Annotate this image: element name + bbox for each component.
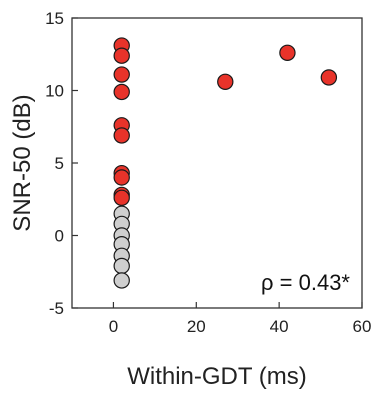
- red-data-point: [113, 169, 130, 186]
- red-data-point: [113, 47, 130, 64]
- red-data-point: [113, 189, 130, 206]
- y-tick-label: -5: [49, 299, 64, 318]
- y-tick-label: 10: [45, 82, 64, 101]
- y-axis-label: SNR-50 (dB): [9, 94, 36, 231]
- red-data-point: [113, 83, 130, 101]
- y-tick-label: 0: [55, 227, 64, 246]
- x-tick-label: 40: [270, 317, 289, 336]
- x-axis-label: Within-GDT (ms): [127, 363, 307, 390]
- x-tick-label: 0: [109, 317, 118, 336]
- x-tick-label: 60: [353, 317, 372, 336]
- points-group: [113, 37, 338, 289]
- y-tick-label: 15: [45, 9, 64, 28]
- x-tick-label: 20: [187, 317, 206, 336]
- red-data-point: [113, 127, 130, 144]
- gray-data-point: [113, 257, 130, 275]
- tick-group: 0 20 40 60 -5 0 5 10 15: [45, 9, 371, 336]
- red-data-point: [320, 69, 338, 86]
- red-data-point: [217, 73, 234, 91]
- red-data-point: [113, 66, 130, 83]
- y-tick-label: 5: [55, 154, 64, 173]
- red-data-point: [279, 44, 296, 62]
- correlation-annotation: ρ = 0.43*: [261, 270, 350, 295]
- gray-data-point: [113, 272, 130, 289]
